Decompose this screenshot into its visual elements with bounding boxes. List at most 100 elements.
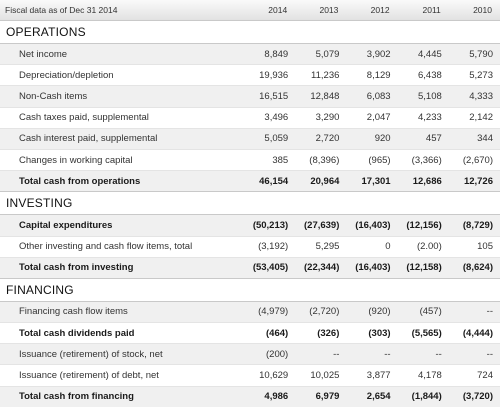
cell-2012: 6,083 — [346, 85, 398, 108]
table-row: Total cash from investing (53,405) (22,344… — [0, 257, 500, 279]
cell-2010: 2,142 — [448, 107, 500, 129]
cell-2011: 6,438 — [397, 64, 449, 87]
table-row: Issuance (retirement) of debt, net 10,629… — [0, 364, 500, 387]
cell-2014: 5,059 — [244, 128, 296, 150]
row-label: Total cash from investing — [0, 257, 245, 279]
cell-2014: 19,936 — [244, 64, 296, 87]
cell-2012: -- — [346, 343, 398, 366]
row-label: Cash taxes paid, supplemental — [0, 107, 245, 129]
cell-2013: 3,290 — [295, 107, 347, 129]
cell-2011: -- — [397, 343, 449, 366]
row-label: Total cash from financing — [0, 386, 245, 407]
cell-2010: -- — [448, 301, 500, 324]
cell-2010: (3,720) — [448, 386, 500, 407]
row-label: Issuance (retirement) of debt, net — [0, 364, 245, 387]
cell-2013: 2,720 — [295, 128, 347, 150]
year-header-2012: 2012 — [346, 0, 398, 21]
cell-2011: (12,158) — [397, 257, 449, 279]
cell-2014: (50,213) — [244, 214, 296, 237]
year-header-2014: 2014 — [244, 0, 296, 21]
cell-2014: 4,986 — [244, 386, 296, 407]
cell-2010: 5,790 — [448, 43, 500, 66]
table-row: Changes in working capital 385 (8,396) (965… — [0, 149, 500, 172]
cell-2012: (16,403) — [346, 214, 398, 237]
cell-2013: 5,079 — [295, 43, 347, 66]
table-row: Financing cash flow items (4,979) (2,720)(… — [0, 301, 500, 324]
table-header-row: Fiscal data as of Dec 31 2014 2014 2013 … — [0, 0, 500, 21]
row-label: Depreciation/depletion — [0, 64, 245, 87]
cell-2010: 12,726 — [448, 170, 500, 192]
cell-2013: 20,964 — [295, 170, 347, 192]
cell-2010: -- — [448, 343, 500, 366]
cell-2011: 4,233 — [397, 107, 449, 129]
table-row: Capital expenditures (50,213) (27,639) (16,… — [0, 214, 500, 237]
section-title: INVESTING — [0, 191, 500, 216]
cell-2010: 724 — [448, 364, 500, 387]
cell-2014: (53,405) — [244, 257, 296, 279]
cell-2011: 457 — [397, 128, 449, 150]
cell-2011: 4,445 — [397, 43, 449, 66]
cell-2010: (8,624) — [448, 257, 500, 279]
cell-2013: (27,639) — [295, 214, 347, 237]
year-header-2013: 2013 — [295, 0, 347, 21]
cell-2013: (22,344) — [295, 257, 347, 279]
section-header-operations: OPERATIONS — [0, 20, 500, 44]
cell-2013: -- — [295, 343, 347, 366]
cell-2013: 11,236 — [295, 64, 347, 87]
cell-2010: (8,729) — [448, 214, 500, 237]
cell-2012: (965) — [346, 149, 398, 172]
cell-2012: 0 — [346, 236, 398, 258]
cell-2014: 385 — [244, 149, 296, 172]
cell-2013: (2,720) — [295, 301, 347, 324]
cell-2010: 5,273 — [448, 64, 500, 87]
row-label: Capital expenditures — [0, 214, 245, 237]
cell-2010: 344 — [448, 128, 500, 150]
table-row: Total cash dividends paid (464) (326) (303)… — [0, 322, 500, 345]
year-header-2011: 2011 — [397, 0, 449, 21]
cell-2012: 3,902 — [346, 43, 398, 66]
table-row: Net income 8,849 5,079 3,902 4,445 5,790 — [0, 43, 500, 66]
cell-2013: (8,396) — [295, 149, 347, 172]
cell-2010: (2,670) — [448, 149, 500, 172]
cell-2011: (5,565) — [397, 322, 449, 345]
year-header-2010: 2010 — [448, 0, 500, 21]
row-label: Other investing and cash flow items, tot… — [0, 236, 245, 258]
table-body: OPERATIONS Net income 8,849 5,079 3,902 4,445… — [0, 20, 500, 407]
cell-2010: (4,444) — [448, 322, 500, 345]
row-label: Cash interest paid, supplemental — [0, 128, 245, 150]
row-label: Non-Cash items — [0, 85, 245, 108]
table-row: Total cash from operations 46,154 20,964 17… — [0, 170, 500, 192]
section-header-financing: FINANCING — [0, 277, 500, 302]
cell-2011: 5,108 — [397, 85, 449, 108]
cell-2014: (4,979) — [244, 301, 296, 324]
cell-2013: (326) — [295, 322, 347, 345]
cell-2012: 2,654 — [346, 386, 398, 407]
fiscal-data-label: Fiscal data as of Dec 31 2014 — [0, 0, 245, 21]
cell-2014: 10,629 — [244, 364, 296, 387]
row-label: Changes in working capital — [0, 149, 245, 172]
table-row: Non-Cash items 16,515 12,848 6,083 5,108 4,33… — [0, 85, 500, 108]
cell-2014: (200) — [244, 343, 296, 366]
cell-2012: (303) — [346, 322, 398, 345]
section-header-investing: INVESTING — [0, 191, 500, 216]
cell-2012: 17,301 — [346, 170, 398, 192]
row-label: Total cash from operations — [0, 170, 245, 192]
cell-2012: 2,047 — [346, 107, 398, 129]
cell-2010: 105 — [448, 236, 500, 258]
cell-2014: 3,496 — [244, 107, 296, 129]
cell-2011: (2.00) — [397, 236, 449, 258]
cell-2011: 4,178 — [397, 364, 449, 387]
row-label: Net income — [0, 43, 245, 66]
table-row: Total cash from financing 4,986 6,979 2,654… — [0, 386, 500, 407]
section-title: FINANCING — [0, 277, 500, 302]
cell-2013: 12,848 — [295, 85, 347, 108]
cell-2013: 5,295 — [295, 236, 347, 258]
cell-2014: (3,192) — [244, 236, 296, 258]
cell-2011: (1,844) — [397, 386, 449, 407]
cell-2014: 46,154 — [244, 170, 296, 192]
table-row: Cash interest paid, supplemental 5,059 2,7… — [0, 128, 500, 150]
cell-2012: (16,403) — [346, 257, 398, 279]
cell-2014: 16,515 — [244, 85, 296, 108]
cell-2011: (457) — [397, 301, 449, 324]
